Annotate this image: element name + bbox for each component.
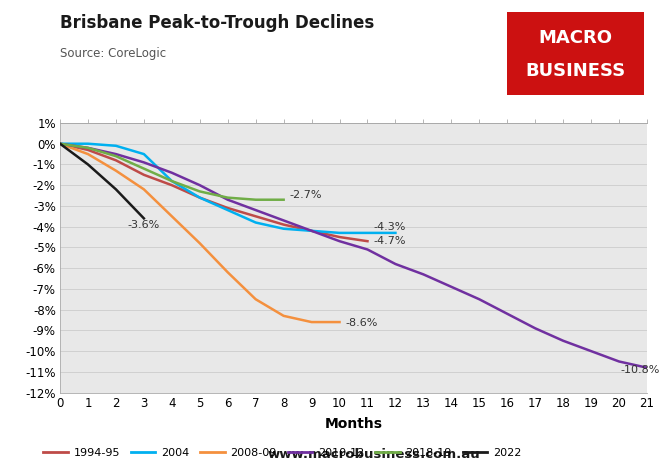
Text: -4.3%: -4.3%: [373, 222, 406, 232]
Text: BUSINESS: BUSINESS: [525, 62, 626, 80]
Text: -3.6%: -3.6%: [127, 220, 159, 230]
Legend: 1994-95, 2004, 2008-09, 2010-12, 2018-19, 2022: 1994-95, 2004, 2008-09, 2010-12, 2018-19…: [39, 444, 526, 463]
Text: -2.7%: -2.7%: [289, 190, 321, 200]
Text: MACRO: MACRO: [538, 29, 612, 47]
X-axis label: Months: Months: [325, 417, 382, 431]
Text: -4.7%: -4.7%: [373, 236, 406, 246]
Text: Source: CoreLogic: Source: CoreLogic: [60, 47, 166, 60]
Text: Brisbane Peak-to-Trough Declines: Brisbane Peak-to-Trough Declines: [60, 14, 374, 32]
Text: www.macrobusiness.com.au: www.macrobusiness.com.au: [267, 448, 480, 461]
Text: -8.6%: -8.6%: [345, 318, 378, 328]
Text: -10.8%: -10.8%: [620, 365, 660, 375]
